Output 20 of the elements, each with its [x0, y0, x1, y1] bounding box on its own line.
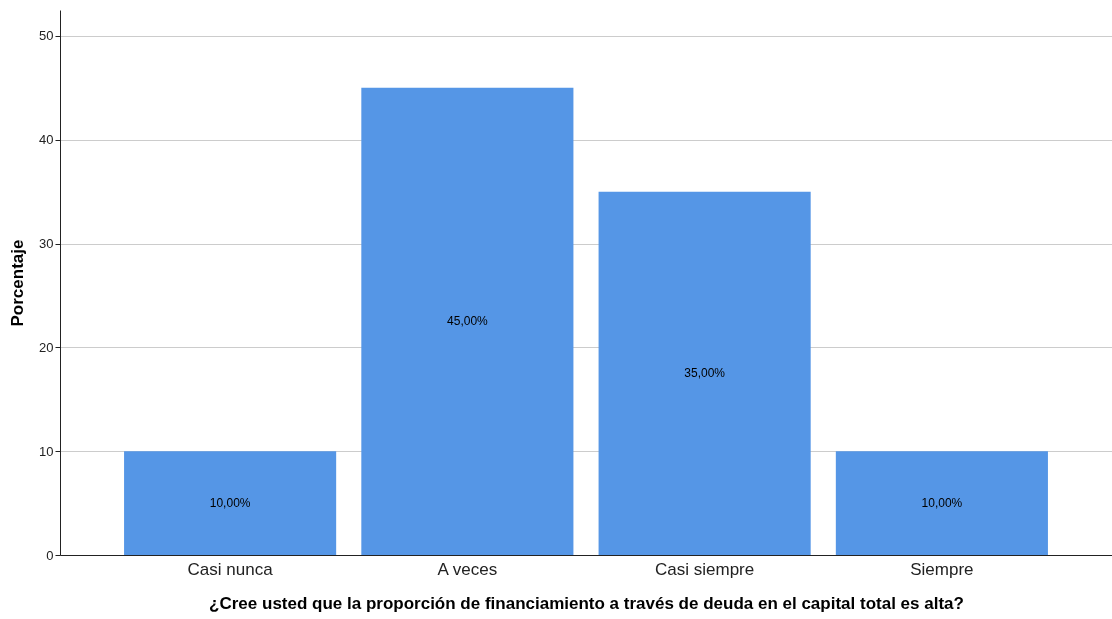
y-tick-label: 40	[39, 132, 54, 148]
x-axis-title: ¿Cree usted que la proporción de financiamiento a través de deuda en el capital total es alta?	[209, 593, 964, 613]
y-tick-label: 20	[39, 339, 54, 355]
data-label: 45,00%	[447, 314, 489, 329]
y-tick-label: 50	[39, 28, 54, 44]
bar	[835, 451, 1048, 555]
y-tick-label: 30	[39, 236, 54, 252]
x-tick-label: Casi siempre	[655, 559, 755, 579]
bar	[598, 191, 811, 555]
y-axis-title: Porcentaje	[8, 239, 28, 327]
x-tick-label: A veces	[437, 559, 498, 579]
y-tick-label: 10	[39, 443, 54, 459]
data-label: 10,00%	[921, 496, 963, 511]
bar	[361, 87, 574, 555]
x-tick-label: Casi nunca	[187, 559, 274, 579]
data-label: 35,00%	[684, 366, 726, 381]
x-tick-label: Siempre	[910, 559, 974, 579]
data-label: 10,00%	[209, 496, 251, 511]
y-tick-label: 0	[46, 547, 54, 563]
bar	[124, 451, 337, 555]
